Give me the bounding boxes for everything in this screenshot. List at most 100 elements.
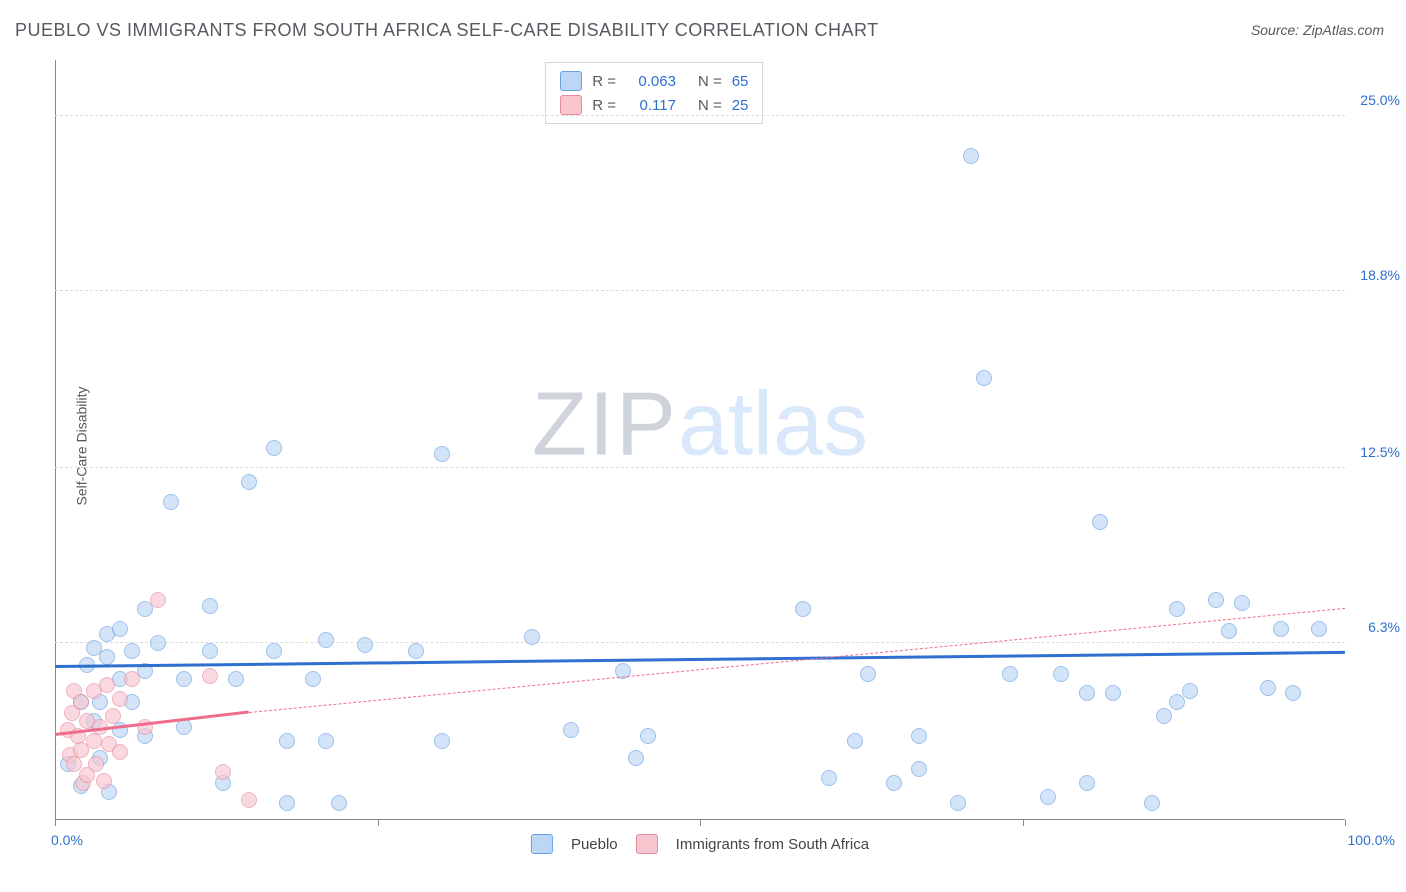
data-point-pueblo	[1234, 595, 1250, 611]
data-point-pueblo	[1169, 601, 1185, 617]
grid-line	[55, 115, 1345, 116]
data-point-pueblo	[1260, 680, 1276, 696]
data-point-pueblo	[266, 440, 282, 456]
y-tick-label: 6.3%	[1368, 619, 1400, 635]
data-point-immigrants	[202, 668, 218, 684]
data-point-pueblo	[1156, 708, 1172, 724]
chart-title: PUEBLO VS IMMIGRANTS FROM SOUTH AFRICA S…	[15, 20, 879, 41]
legend-r-value-1: 0.063	[626, 73, 676, 90]
grid-line	[55, 290, 1345, 291]
data-point-pueblo	[305, 671, 321, 687]
grid-line	[55, 467, 1345, 468]
x-tick	[1345, 820, 1346, 826]
legend-top-row-1: R = 0.063 N = 65	[560, 69, 748, 93]
x-tick	[55, 820, 56, 826]
data-point-pueblo	[1208, 592, 1224, 608]
data-point-pueblo	[1040, 789, 1056, 805]
y-tick-label: 18.8%	[1360, 267, 1400, 283]
data-point-pueblo	[628, 750, 644, 766]
data-point-pueblo	[1273, 621, 1289, 637]
data-point-pueblo	[886, 775, 902, 791]
legend-swatch-immigrants	[636, 834, 658, 854]
scatter-plot-area: ZIPatlas Pueblo Immigrants from South Af…	[55, 60, 1345, 820]
data-point-pueblo	[124, 643, 140, 659]
data-point-pueblo	[331, 795, 347, 811]
legend-swatch-pueblo	[531, 834, 553, 854]
data-point-pueblo	[795, 601, 811, 617]
data-point-pueblo	[1169, 694, 1185, 710]
watermark: ZIPatlas	[532, 373, 868, 476]
legend-r-label-1: R =	[592, 73, 616, 90]
data-point-pueblo	[318, 632, 334, 648]
data-point-pueblo	[821, 770, 837, 786]
data-point-pueblo	[1285, 685, 1301, 701]
source-label: Source:	[1251, 22, 1299, 38]
data-point-pueblo	[112, 621, 128, 637]
legend-label-pueblo: Pueblo	[571, 836, 618, 853]
legend-n-value-1: 65	[732, 73, 749, 90]
data-point-pueblo	[1002, 666, 1018, 682]
legend-r-label-2: R =	[592, 97, 616, 114]
data-point-pueblo	[202, 598, 218, 614]
data-point-pueblo	[408, 643, 424, 659]
legend-top-swatch-1	[560, 71, 582, 91]
y-axis-line	[55, 60, 56, 820]
data-point-pueblo	[1311, 621, 1327, 637]
data-point-pueblo	[1182, 683, 1198, 699]
data-point-pueblo	[279, 733, 295, 749]
data-point-pueblo	[1105, 685, 1121, 701]
data-point-immigrants	[88, 756, 104, 772]
legend-n-value-2: 25	[732, 97, 749, 114]
data-point-pueblo	[99, 649, 115, 665]
data-point-pueblo	[563, 722, 579, 738]
data-point-pueblo	[150, 635, 166, 651]
data-point-immigrants	[86, 733, 102, 749]
legend-n-label-2: N =	[698, 97, 722, 114]
source-value: ZipAtlas.com	[1303, 22, 1384, 38]
data-point-pueblo	[357, 637, 373, 653]
data-point-pueblo	[202, 643, 218, 659]
data-point-immigrants	[241, 792, 257, 808]
legend-label-immigrants: Immigrants from South Africa	[676, 836, 869, 853]
data-point-pueblo	[640, 728, 656, 744]
data-point-pueblo	[241, 474, 257, 490]
data-point-immigrants	[112, 691, 128, 707]
data-point-pueblo	[318, 733, 334, 749]
x-tick	[1023, 820, 1024, 826]
data-point-pueblo	[847, 733, 863, 749]
x-tick-label-right: 100.0%	[1348, 832, 1395, 848]
data-point-pueblo	[266, 643, 282, 659]
data-point-pueblo	[163, 494, 179, 510]
x-tick-label-left: 0.0%	[51, 832, 83, 848]
data-point-immigrants	[105, 708, 121, 724]
legend-n-label-1: N =	[698, 73, 722, 90]
trend-line-pueblo	[55, 651, 1345, 668]
data-point-pueblo	[911, 728, 927, 744]
data-point-pueblo	[911, 761, 927, 777]
data-point-pueblo	[950, 795, 966, 811]
data-point-pueblo	[524, 629, 540, 645]
x-tick	[700, 820, 701, 826]
data-point-pueblo	[860, 666, 876, 682]
data-point-pueblo	[963, 148, 979, 164]
data-point-pueblo	[176, 671, 192, 687]
legend-top-swatch-2	[560, 95, 582, 115]
data-point-immigrants	[215, 764, 231, 780]
y-tick-label: 12.5%	[1360, 444, 1400, 460]
data-point-pueblo	[1053, 666, 1069, 682]
data-point-immigrants	[150, 592, 166, 608]
legend-bottom: Pueblo Immigrants from South Africa	[531, 834, 869, 854]
data-point-immigrants	[99, 677, 115, 693]
data-point-pueblo	[1079, 775, 1095, 791]
data-point-pueblo	[434, 733, 450, 749]
source-attribution: Source: ZipAtlas.com	[1251, 22, 1384, 38]
data-point-immigrants	[96, 773, 112, 789]
x-tick	[378, 820, 379, 826]
data-point-immigrants	[73, 694, 89, 710]
data-point-immigrants	[112, 744, 128, 760]
data-point-pueblo	[1079, 685, 1095, 701]
data-point-pueblo	[279, 795, 295, 811]
data-point-pueblo	[228, 671, 244, 687]
data-point-pueblo	[434, 446, 450, 462]
legend-top-row-2: R = 0.117 N = 25	[560, 93, 748, 117]
